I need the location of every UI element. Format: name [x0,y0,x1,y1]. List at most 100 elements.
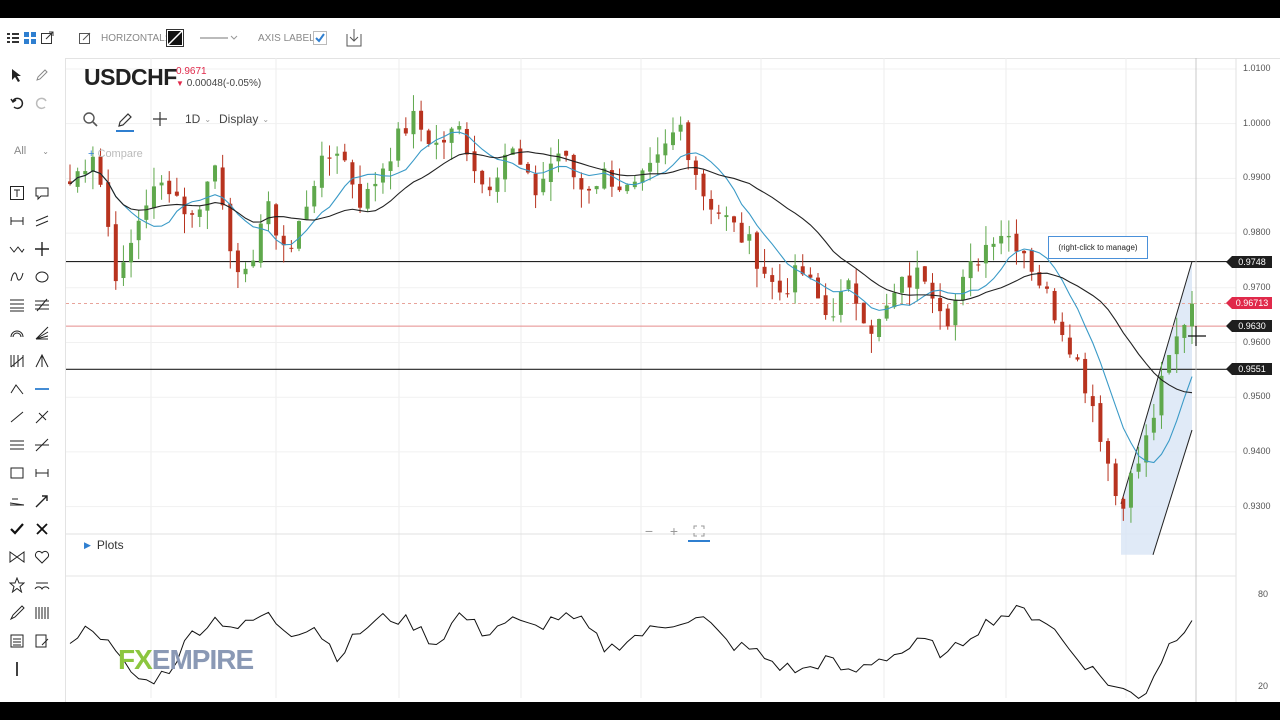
y-tick-label: 0.9500 [1243,391,1271,402]
moving-average-line [69,131,1193,464]
undo-icon[interactable] [6,92,28,114]
redo-icon[interactable] [31,92,53,114]
measure-icon[interactable] [31,462,53,484]
candle-body [90,156,95,172]
candle-body [1060,321,1065,336]
cycle-lines-icon[interactable] [31,574,53,596]
popout-icon[interactable] [40,28,54,48]
oscillator-tick-label: 80 [1258,589,1269,600]
fib-extension-icon[interactable] [31,294,53,316]
display-dropdown[interactable]: Display ⌄ [219,110,269,128]
candle-body [342,151,347,161]
fib-retracement-icon[interactable] [6,294,28,316]
fullscreen-button[interactable] [688,522,710,542]
candle-body [732,216,737,223]
vertical-line-icon[interactable] [6,658,28,680]
download-icon[interactable] [345,28,363,48]
color-swatch-button[interactable] [166,28,184,48]
channel-icon[interactable] [6,434,28,456]
candle-body [449,128,454,143]
check-icon[interactable] [6,518,28,540]
horizontal-label: HORIZONTAL: [101,32,168,44]
cross-line-icon[interactable] [31,406,53,428]
candle-body [129,242,134,263]
freehand-icon[interactable] [6,266,28,288]
interval-dropdown[interactable]: 1D ⌄ [185,110,211,128]
arrow-icon[interactable] [31,490,53,512]
list-view-icon[interactable] [6,28,20,48]
chart-area[interactable]: USDCHF 0.9671 ▼ 0.00048(-0.05%) 1D ⌄ Dis… [66,58,1280,702]
pitchfork-icon[interactable] [31,350,53,372]
price-tag: 0.9748 [1226,255,1272,268]
draw-mode-button[interactable] [116,110,134,132]
price-change-value: 0.00048(-0.05%) [186,78,262,89]
crosshair-icon[interactable] [31,238,53,260]
close-icon[interactable] [31,518,53,540]
candle-body [808,274,813,278]
axis-label-checkbox[interactable] [313,28,327,48]
parallel-lines-icon[interactable] [31,210,53,232]
candle-body [861,302,866,324]
trend-line-icon[interactable] [6,406,28,428]
vertical-lines-icon[interactable] [31,602,53,624]
angle-line-icon[interactable] [6,378,28,400]
plots-toggle[interactable]: ▶ Plots [84,538,124,552]
chart-canvas[interactable] [66,58,1280,702]
ellipse-icon[interactable] [31,266,53,288]
symbol-title: USDCHF [84,64,177,90]
candle-body [1044,286,1049,289]
candle-body [442,139,446,143]
tool-filter-dropdown[interactable]: All ⌄ [6,140,64,162]
edit-drawing-icon[interactable] [78,28,92,48]
horizontal-line-icon[interactable] [31,378,53,400]
grid-view-icon[interactable] [23,28,37,48]
candle-body [579,178,584,190]
crosshair-cursor [1188,58,1206,702]
candle-body [716,212,721,214]
ray-icon[interactable] [31,434,53,456]
notes-icon[interactable] [6,630,28,652]
horizontal-ray-icon[interactable] [6,210,28,232]
candle-body [762,266,767,274]
drawing-toolbar: HORIZONTAL: AXIS LABEL: [0,18,1280,59]
brush-icon[interactable] [6,602,28,624]
y-tick-label: 0.9900 [1243,172,1271,183]
wave-icon[interactable] [6,238,28,260]
candle-body [1006,235,1011,238]
plus-icon [153,112,167,126]
annotation-icon[interactable] [31,630,53,652]
zoom-in-button[interactable]: + [663,522,685,540]
add-button[interactable] [152,110,168,128]
candle-body [1144,435,1149,463]
line-style-dropdown[interactable] [198,28,240,48]
candle-body [961,276,966,301]
pencil-icon[interactable] [31,64,53,86]
zoom-out-button[interactable]: − [638,522,660,540]
candle-body [220,167,225,206]
callout-icon[interactable] [31,182,53,204]
cursor-icon[interactable] [6,64,28,86]
text-tool-icon[interactable] [6,182,28,204]
compare-button[interactable]: + Compare [88,148,143,160]
candle-body [907,275,912,288]
fib-arc-icon[interactable] [6,322,28,344]
interval-label: 1D [185,112,201,126]
candle-body [266,201,271,225]
gann-fan-icon[interactable] [31,322,53,344]
price-change: ▼ 0.00048(-0.05%) [176,78,261,89]
candle-body [541,178,546,193]
candle-body [113,224,118,282]
heart-icon[interactable] [31,546,53,568]
search-button[interactable] [82,110,98,128]
y-tick-label: 0.9600 [1243,336,1271,347]
rectangle-icon[interactable] [6,462,28,484]
fib-timezone-icon[interactable] [6,350,28,372]
candle-body [136,220,141,241]
star-icon[interactable] [6,574,28,596]
candle-body [968,261,973,279]
bowtie-icon[interactable] [6,546,28,568]
candle-body [159,182,164,186]
candle-body [640,170,645,183]
manage-tooltip: (right-click to manage) [1048,236,1148,259]
projection-icon[interactable] [6,490,28,512]
